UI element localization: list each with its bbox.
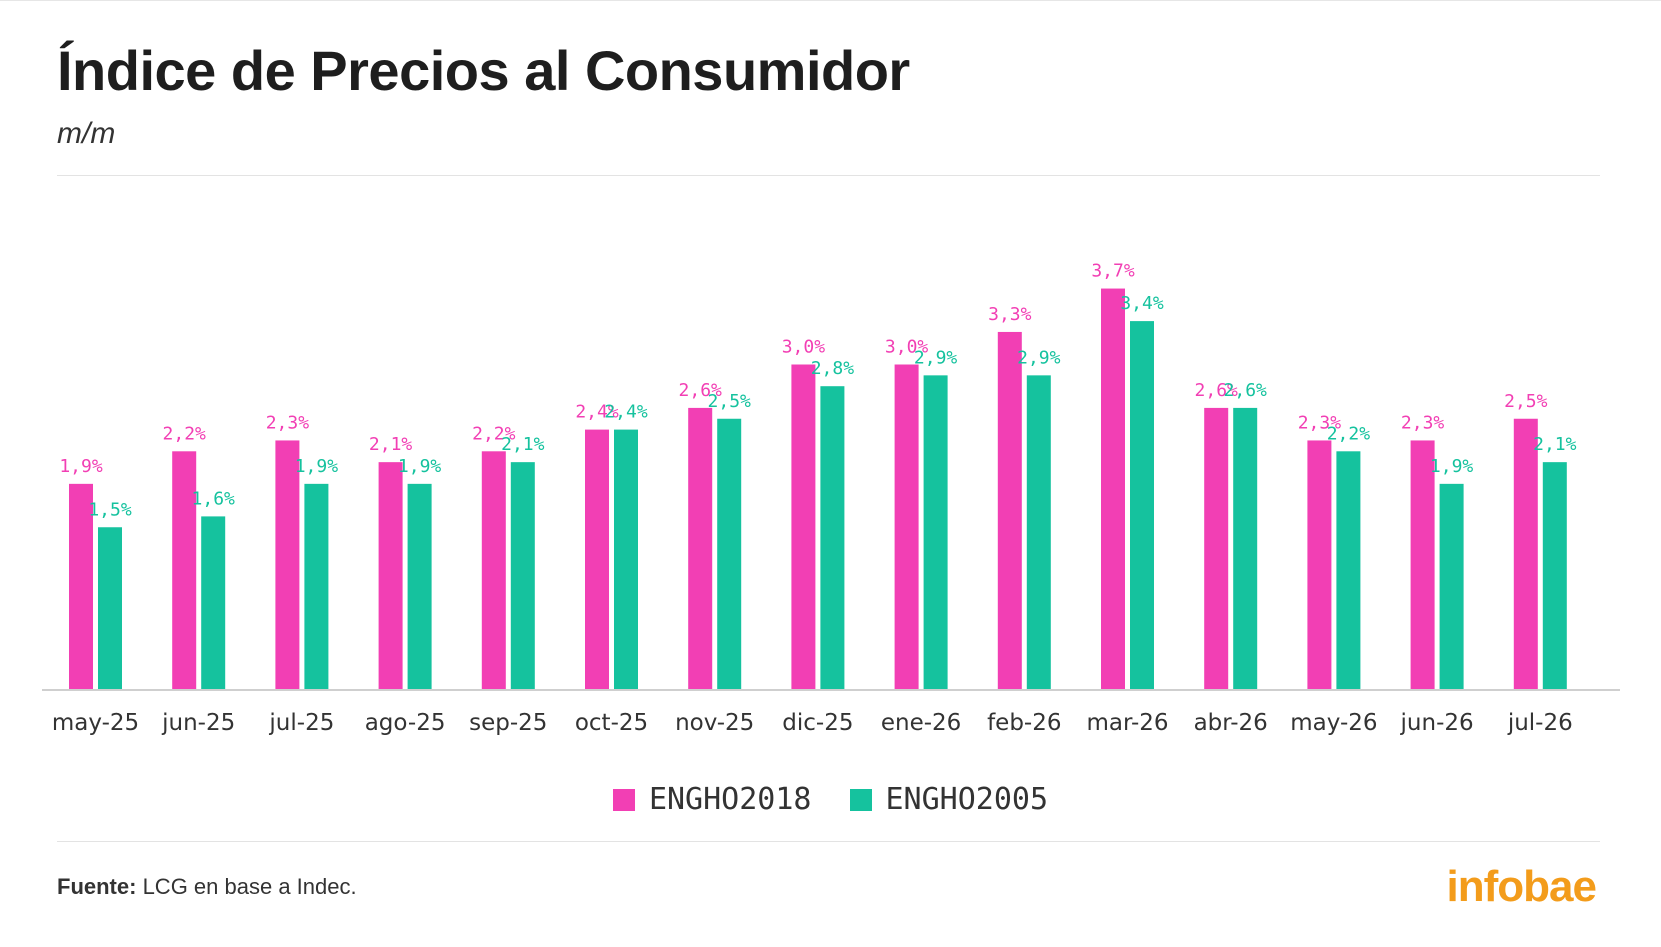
- bar-engho2018-may-25: [69, 483, 93, 690]
- value-label-engho2018-mar-26: 3,7%: [1091, 261, 1135, 282]
- chart-title: Índice de Precios al Consumidor: [57, 39, 910, 102]
- value-label-engho2018-sep-25: 2,2%: [472, 423, 516, 444]
- value-label-engho2005-jun-25: 1,6%: [192, 488, 236, 509]
- x-tick-label-mar-26: mar-26: [1086, 710, 1168, 736]
- bar-engho2005-may-25: [98, 527, 122, 690]
- value-label-engho2018-jun-25: 2,2%: [163, 423, 207, 444]
- value-label-engho2005-ago-25: 1,9%: [398, 456, 442, 477]
- x-tick-label-oct-25: oct-25: [575, 710, 648, 736]
- value-label-engho2005-jul-25: 1,9%: [295, 456, 339, 477]
- bar-engho2005-feb-26: [1026, 375, 1051, 690]
- value-label-engho2005-oct-25: 2,4%: [604, 402, 648, 423]
- footer-divider: [57, 841, 1600, 842]
- chart-subtitle: m/m: [57, 117, 116, 150]
- bar-engho2018-may-26: [1307, 440, 1332, 690]
- legend-item-engho2005: ENGHO2005: [849, 782, 1049, 817]
- bar-engho2005-sep-25: [510, 462, 535, 690]
- value-label-engho2005-may-26: 2,2%: [1327, 423, 1371, 444]
- x-tick-label-jun-26: jun-26: [1400, 710, 1474, 736]
- bar-engho2005-dic-25: [820, 386, 845, 690]
- bar-engho2005-abr-26: [1233, 407, 1258, 690]
- x-tick-label-dic-25: dic-25: [782, 710, 853, 736]
- x-tick-label-abr-26: abr-26: [1194, 710, 1268, 736]
- x-tick-label-jul-25: jul-25: [268, 710, 334, 736]
- legend-swatch-engho2018: [612, 788, 635, 811]
- value-label-engho2005-abr-26: 2,6%: [1224, 380, 1268, 401]
- x-tick-label-nov-25: nov-25: [675, 710, 754, 736]
- bar-engho2018-jun-26: [1410, 440, 1435, 690]
- bar-engho2005-mar-26: [1130, 321, 1154, 690]
- value-label-engho2005-nov-25: 2,5%: [708, 391, 752, 412]
- value-label-engho2005-ene-26: 2,9%: [914, 347, 958, 368]
- bar-engho2018-dic-25: [791, 364, 816, 690]
- value-label-engho2005-jul-26: 2,1%: [1533, 434, 1577, 455]
- value-label-engho2018-feb-26: 3,3%: [988, 304, 1032, 325]
- value-label-engho2018-jul-25: 2,3%: [266, 412, 310, 433]
- x-tick-label-sep-25: sep-25: [469, 710, 547, 736]
- top-border: [0, 0, 1661, 1]
- x-tick-label-may-26: may-26: [1290, 710, 1377, 736]
- source-text: LCG en base a Indec.: [136, 874, 357, 899]
- bar-engho2018-nov-25: [688, 407, 713, 690]
- bar-engho2005-jun-26: [1439, 483, 1464, 690]
- x-tick-label-ene-26: ene-26: [881, 710, 961, 736]
- bar-engho2005-oct-25: [614, 429, 638, 690]
- value-label-engho2018-abr-26: 2,6%: [1195, 380, 1239, 401]
- x-tick-label-jul-26: jul-26: [1507, 710, 1573, 736]
- value-label-engho2018-ene-26: 3,0%: [885, 337, 929, 358]
- bar-engho2005-ago-25: [407, 483, 432, 690]
- bar-engho2005-jul-25: [304, 483, 329, 690]
- bars-group: [69, 288, 1567, 690]
- value-label-engho2005-mar-26: 3,4%: [1120, 293, 1164, 314]
- x-tick-label-jun-25: jun-25: [161, 710, 235, 736]
- value-label-engho2018-may-26: 2,3%: [1298, 412, 1342, 433]
- legend-swatch-engho2005: [849, 788, 872, 811]
- infobae-logo: infobae: [1446, 862, 1597, 911]
- value-label-engho2018-jul-26: 2,5%: [1504, 391, 1548, 412]
- value-label-engho2018-dic-25: 3,0%: [782, 337, 826, 358]
- bar-engho2005-ene-26: [923, 375, 948, 690]
- legend-item-engho2018: ENGHO2018: [612, 782, 812, 817]
- legend-label-engho2018: ENGHO2018: [648, 782, 812, 817]
- legend-label-engho2005: ENGHO2005: [885, 782, 1049, 817]
- value-labels-group: 1,9%1,5%2,2%1,6%2,3%1,9%2,1%1,9%2,2%2,1%…: [59, 261, 1576, 521]
- legend: ENGHO2018 ENGHO2005: [0, 782, 1661, 817]
- bar-engho2018-jul-26: [1513, 418, 1538, 690]
- bar-engho2018-ago-25: [378, 462, 403, 690]
- bar-engho2018-jul-25: [275, 440, 300, 690]
- value-label-engho2005-sep-25: 2,1%: [501, 434, 545, 455]
- x-tick-label-may-25: may-25: [52, 710, 139, 736]
- bar-engho2018-oct-25: [585, 429, 609, 690]
- value-label-engho2018-nov-25: 2,6%: [679, 380, 723, 401]
- value-label-engho2005-feb-26: 2,9%: [1017, 347, 1061, 368]
- bar-engho2018-ene-26: [894, 364, 919, 690]
- header-divider: [57, 175, 1600, 176]
- value-label-engho2018-jun-26: 2,3%: [1401, 412, 1445, 433]
- source-note: Fuente: LCG en base a Indec.: [57, 874, 357, 900]
- value-label-engho2005-dic-25: 2,8%: [811, 358, 855, 379]
- value-label-engho2005-may-25: 1,5%: [88, 499, 132, 520]
- x-tick-label-ago-25: ago-25: [365, 710, 446, 736]
- bar-engho2018-feb-26: [997, 331, 1022, 690]
- bar-engho2018-sep-25: [481, 451, 506, 690]
- bar-engho2018-abr-26: [1204, 407, 1229, 690]
- bar-engho2018-mar-26: [1101, 288, 1125, 690]
- bar-engho2005-nov-25: [717, 418, 742, 690]
- source-label: Fuente:: [57, 874, 137, 899]
- bar-engho2005-may-26: [1336, 451, 1361, 690]
- bar-chart: 1,9%1,5%2,2%1,6%2,3%1,9%2,1%1,9%2,2%2,1%…: [42, 261, 1620, 736]
- bar-engho2005-jun-25: [201, 516, 226, 690]
- x-tick-labels-group: may-25 jun-25 jul-25 ago-25 sep-25 oct-25 nov-…: [52, 710, 1573, 736]
- value-label-engho2018-oct-25: 2,4%: [575, 402, 619, 423]
- x-tick-label-feb-26: feb-26: [987, 710, 1061, 736]
- value-label-engho2018-ago-25: 2,1%: [369, 434, 413, 455]
- bar-engho2005-jul-26: [1542, 462, 1567, 690]
- bar-engho2018-jun-25: [172, 451, 197, 690]
- value-label-engho2005-jun-26: 1,9%: [1430, 456, 1474, 477]
- value-label-engho2018-may-25: 1,9%: [59, 456, 103, 477]
